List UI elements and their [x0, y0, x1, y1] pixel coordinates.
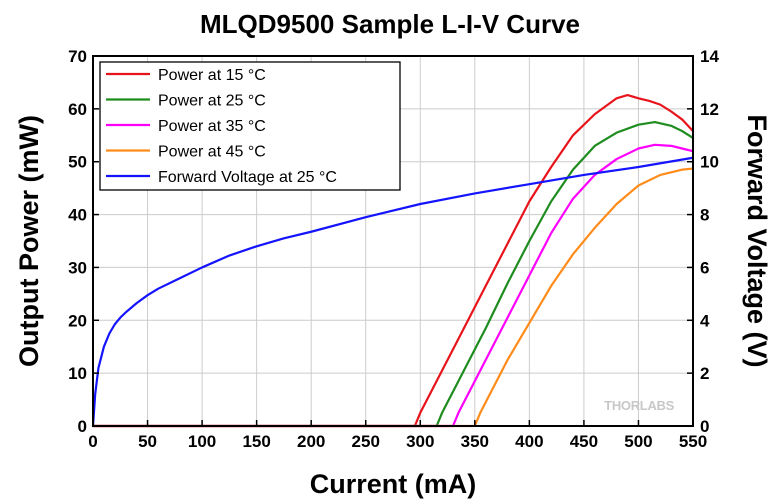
x-axis-ticks: 0 50 100 150 200 250 300 350 400 450 500 550	[88, 420, 707, 451]
y-tick-label: 30	[68, 258, 87, 277]
y2-tick-label: 12	[700, 100, 719, 119]
legend-label: Power at 35 °C	[158, 118, 266, 135]
series-lines	[91, 94, 695, 428]
series-line-2	[91, 143, 695, 428]
series-line-4	[91, 156, 695, 428]
chart-title: MLQD9500 Sample L-I-V Curve	[200, 9, 580, 39]
y-tick-label: 10	[68, 364, 87, 383]
y2-tick-label: 2	[700, 364, 709, 383]
plot-frame	[92, 55, 694, 427]
series-line-1	[91, 120, 695, 428]
y-axis-ticks: 0 10 20 30 40 50 60 70	[68, 47, 99, 436]
series-line-0	[91, 94, 695, 428]
x-tick-label: 0	[88, 432, 97, 451]
x-tick-label: 350	[461, 432, 489, 451]
y-tick-label: 50	[68, 153, 87, 172]
x-tick-label: 100	[188, 432, 216, 451]
y-tick-label: 70	[68, 47, 87, 66]
y-tick-label: 60	[68, 100, 87, 119]
y2-tick-label: 8	[700, 206, 709, 225]
y-axis-title: Output Power (mW)	[14, 115, 44, 367]
x-tick-label: 300	[406, 432, 434, 451]
legend: Power at 15 °C Power at 25 °C Power at 35 …	[99, 61, 401, 191]
y2-axis-title: Forward Voltage (V)	[742, 114, 772, 367]
x-axis-title: Current (mA)	[310, 469, 477, 499]
y2-tick-label: 0	[700, 417, 709, 436]
y2-axis-ticks: 0 2 4 6 8 10 12 14	[687, 47, 719, 436]
y-tick-label: 0	[78, 417, 87, 436]
x-tick-label: 450	[570, 432, 598, 451]
x-tick-label: 50	[138, 432, 157, 451]
y2-tick-label: 10	[700, 153, 719, 172]
thorlabs-watermark: THORLABS	[604, 398, 675, 413]
legend-label: Power at 15 °C	[158, 67, 266, 84]
legend-label: Forward Voltage at 25 °C	[158, 169, 337, 186]
legend-label: Power at 45 °C	[158, 144, 266, 161]
y2-tick-label: 4	[700, 311, 710, 330]
x-tick-label: 250	[352, 432, 380, 451]
y2-tick-label: 6	[700, 258, 709, 277]
x-tick-label: 500	[624, 432, 652, 451]
x-tick-label: 400	[515, 432, 543, 451]
y-tick-label: 20	[68, 311, 87, 330]
series-line-3	[91, 167, 695, 428]
x-tick-label: 550	[679, 432, 707, 451]
legend-label: Power at 25 °C	[158, 93, 266, 110]
y2-tick-label: 14	[700, 47, 719, 66]
x-tick-label: 150	[242, 432, 270, 451]
x-tick-label: 200	[297, 432, 325, 451]
watermark-text: THORLABS	[604, 398, 674, 413]
y-tick-label: 40	[68, 206, 87, 225]
